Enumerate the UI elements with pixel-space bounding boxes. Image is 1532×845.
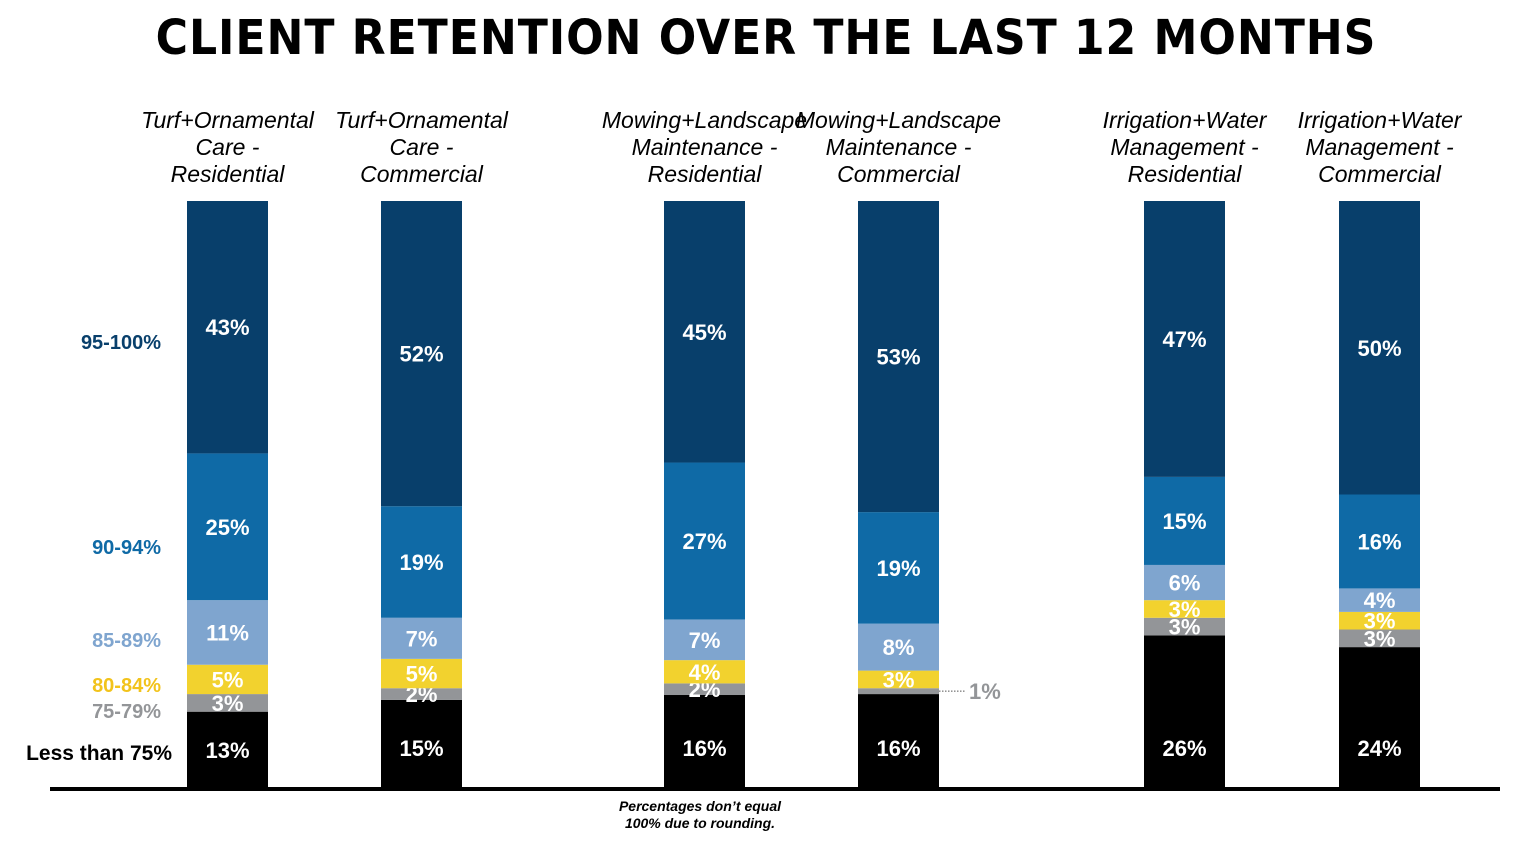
data-label: 5%	[212, 667, 244, 692]
data-label: 15%	[399, 736, 443, 761]
category-label: Turf+Ornamental	[335, 107, 509, 133]
data-label: 50%	[1357, 336, 1401, 361]
bar-segment-95-100-2	[381, 201, 462, 507]
data-label: 16%	[1357, 529, 1401, 554]
bar-segment-95-100-1	[187, 201, 268, 454]
bar-segment-80-84-6	[1339, 611, 1420, 630]
data-label: 47%	[1162, 327, 1206, 352]
bar-segment-90-94-6	[1339, 494, 1420, 589]
rounding-note-line-2: 100% due to rounding.	[624, 815, 776, 831]
bar-segment-85-89-1	[187, 600, 268, 665]
bar-segment-less-than-75-6	[1339, 647, 1420, 788]
category-label: Commercial	[1318, 161, 1442, 187]
category-label: Residential	[171, 161, 286, 187]
data-label: 16%	[876, 736, 920, 761]
data-label: 3%	[883, 667, 915, 692]
category-label: Care -	[196, 134, 260, 160]
bar-segment-90-94-1	[187, 453, 268, 601]
bar-segment-95-100-6	[1339, 201, 1420, 495]
bar-segment-80-84-4	[858, 670, 939, 689]
data-label: 27%	[682, 529, 726, 554]
bar-segment-75-79-6	[1339, 629, 1420, 648]
data-label: 4%	[689, 660, 721, 685]
bar-segment-85-89-4	[858, 623, 939, 671]
rounding-note-line-1: Percentages don’t equal	[618, 798, 782, 814]
data-label: 45%	[682, 320, 726, 345]
bar-segment-90-94-2	[381, 506, 462, 618]
data-label: 3%	[212, 691, 244, 716]
bar-segment-less-than-75-2	[381, 699, 462, 788]
data-label: 7%	[689, 628, 721, 653]
category-label: Commercial	[360, 161, 484, 187]
bar-segment-95-100-5	[1144, 201, 1225, 477]
category-label: Residential	[648, 161, 763, 187]
legend-95-100: 95-100%	[81, 332, 161, 354]
bar-segment-less-than-75-4	[858, 694, 939, 788]
category-label: Commercial	[837, 161, 961, 187]
data-label: 52%	[399, 342, 443, 367]
data-label: 1%	[969, 679, 1001, 704]
bar-segment-75-79-5	[1144, 617, 1225, 636]
bar-segment-75-79-3	[664, 683, 745, 696]
legend-less-than-75: Less than 75%	[26, 742, 172, 765]
data-label: 13%	[205, 738, 249, 763]
data-label: 8%	[883, 635, 915, 660]
bar-segment-less-than-75-1	[187, 711, 268, 788]
data-label: 11%	[206, 620, 249, 645]
bar-segment-less-than-75-5	[1144, 635, 1225, 788]
legend-80-84: 80-84%	[92, 675, 161, 697]
legend-90-94: 90-94%	[92, 537, 161, 559]
bar-segment-less-than-75-3	[664, 695, 745, 788]
category-label: Mowing+Landscape	[796, 107, 1001, 133]
category-label: Management -	[1110, 134, 1259, 160]
data-label: 3%	[1364, 609, 1396, 634]
bar-segment-85-89-5	[1144, 564, 1225, 601]
category-label: Maintenance -	[826, 134, 972, 160]
category-label: Irrigation+Water	[1298, 107, 1463, 133]
bar-segment-95-100-4	[858, 201, 939, 513]
rounding-note: Percentages don’t equal 100% due to roun…	[560, 798, 840, 832]
data-label: 19%	[399, 550, 443, 575]
data-label: 6%	[1169, 571, 1201, 596]
data-label: 53%	[876, 345, 920, 370]
data-label: 3%	[1169, 597, 1201, 622]
bar-segment-80-84-2	[381, 658, 462, 689]
bar-segment-85-89-3	[664, 619, 745, 661]
category-label: Maintenance -	[632, 134, 778, 160]
legend-85-89: 85-89%	[92, 630, 161, 652]
data-label: 3%	[1169, 615, 1201, 640]
category-label: Mowing+Landscape	[602, 107, 807, 133]
data-label: 15%	[1162, 509, 1206, 534]
bar-segment-90-94-5	[1144, 476, 1225, 565]
category-label: Turf+Ornamental	[141, 107, 315, 133]
data-label: 25%	[205, 515, 249, 540]
data-label: 16%	[682, 736, 726, 761]
category-label: Management -	[1305, 134, 1454, 160]
bar-segment-75-79-1	[187, 694, 268, 712]
bar-segment-75-79-2	[381, 688, 462, 700]
bar-segment-85-89-2	[381, 617, 462, 659]
category-label: Irrigation+Water	[1103, 107, 1268, 133]
data-label: 43%	[205, 315, 249, 340]
chart-title: CLIENT RETENTION OVER THE LAST 12 MONTHS	[155, 10, 1377, 66]
bar-segment-90-94-4	[858, 512, 939, 624]
data-label: 3%	[1364, 626, 1396, 651]
bar-segment-80-84-5	[1144, 600, 1225, 618]
bar-segment-95-100-3	[664, 201, 745, 463]
category-label: Care -	[390, 134, 454, 160]
bar-segment-80-84-3	[664, 660, 745, 684]
legend-75-79: 75-79%	[92, 701, 161, 723]
data-label: 4%	[1364, 588, 1396, 613]
bar-segment-90-94-3	[664, 462, 745, 620]
data-label: 19%	[876, 556, 920, 581]
category-label: Residential	[1128, 161, 1243, 187]
data-label: 7%	[406, 626, 438, 651]
bar-segment-75-79-4	[858, 688, 939, 695]
bar-segment-85-89-6	[1339, 588, 1420, 612]
bar-segment-80-84-1	[187, 664, 268, 695]
data-label: 26%	[1162, 736, 1206, 761]
data-label: 5%	[406, 662, 438, 687]
data-label: 24%	[1357, 736, 1401, 761]
